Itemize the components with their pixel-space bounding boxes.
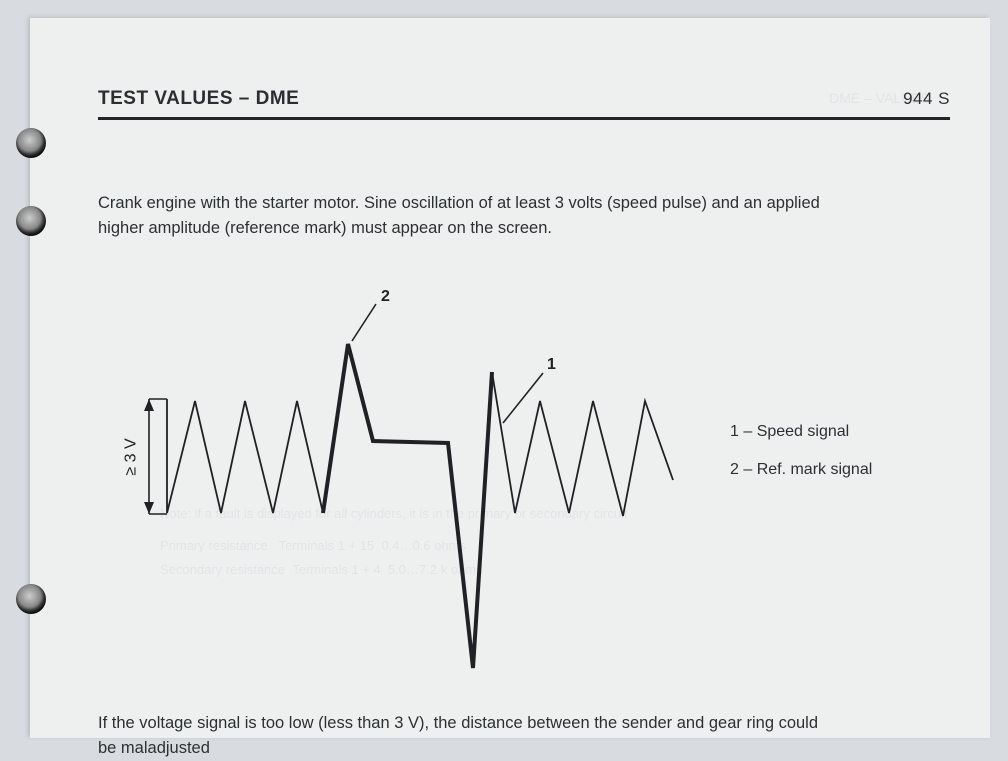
amplitude-bracket: [144, 399, 167, 514]
legend: 1 – Speed signal 2 – Ref. mark signal: [730, 413, 872, 490]
legend-item-2: 2 – Ref. mark signal: [730, 451, 872, 489]
page: DME – VALUES Primary resistance Terminal…: [30, 18, 990, 738]
speed-signal-left: [167, 399, 323, 513]
binder-hole: [16, 128, 46, 158]
leader-2: [352, 304, 376, 341]
callout-2: 2: [381, 288, 390, 306]
legend-item-1: 1 – Speed signal: [730, 413, 872, 451]
binder-hole: [16, 206, 46, 236]
binder-hole: [16, 584, 46, 614]
header-rule: [98, 117, 950, 120]
waveform-svg: [125, 276, 685, 696]
instruction-text: Crank engine with the starter motor. Sin…: [98, 191, 930, 241]
header-model: 944 S: [903, 89, 950, 109]
page-header: TEST VALUES – DME 944 S: [98, 88, 950, 110]
oscilloscope-diagram: ≥ 3 V 2 1: [125, 276, 685, 696]
para1-line1: Crank engine with the starter motor. Sin…: [98, 194, 820, 212]
para2-line1: If the voltage signal is too low (less t…: [98, 714, 818, 732]
header-title: TEST VALUES – DME: [98, 88, 299, 110]
amplitude-label: ≥ 3 V: [123, 438, 141, 475]
note-text: If the voltage signal is too low (less t…: [98, 711, 930, 761]
speed-signal-right: [492, 372, 673, 516]
para2-line2: be maladjusted: [98, 739, 210, 757]
ref-mark-signal: [323, 344, 492, 668]
callout-1: 1: [547, 356, 556, 374]
para1-line2: higher amplitude (reference mark) must a…: [98, 219, 552, 237]
